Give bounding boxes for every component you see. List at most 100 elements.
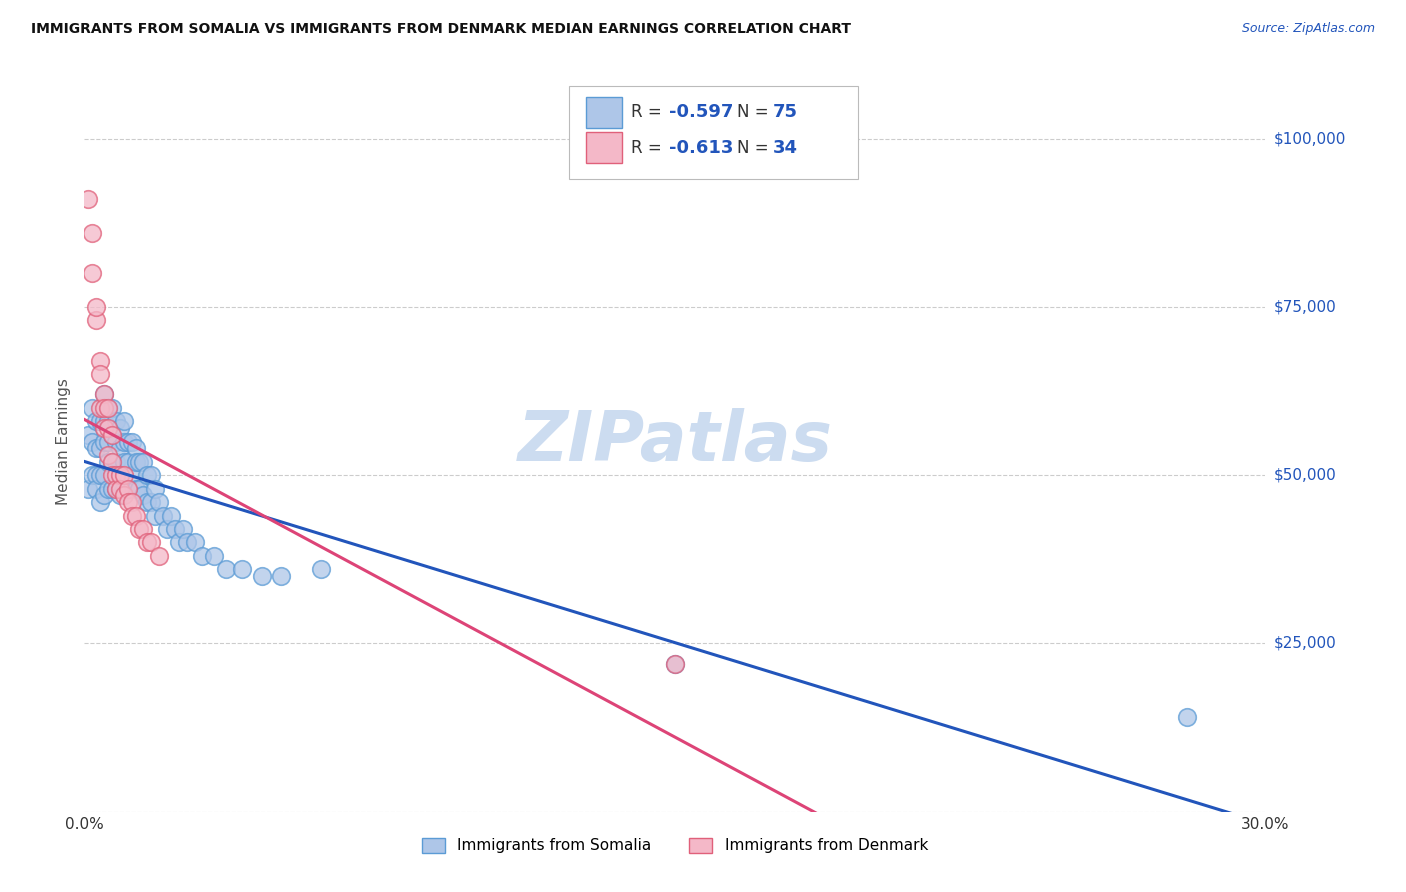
Point — [89, 353, 111, 368]
Point — [215, 562, 238, 576]
Point — [664, 657, 686, 671]
Point — [97, 448, 120, 462]
Point — [108, 442, 131, 456]
FancyBboxPatch shape — [568, 87, 858, 178]
Point — [82, 468, 104, 483]
Point — [124, 482, 146, 496]
Text: R =: R = — [631, 138, 668, 157]
Point — [112, 414, 135, 428]
Text: R =: R = — [631, 103, 668, 121]
Point — [117, 482, 139, 496]
Point — [121, 434, 143, 449]
Point — [167, 535, 190, 549]
Point — [191, 549, 214, 563]
Point — [89, 414, 111, 428]
Point — [112, 482, 135, 496]
Point — [152, 508, 174, 523]
FancyBboxPatch shape — [586, 96, 621, 128]
Point — [84, 300, 107, 314]
Point — [124, 442, 146, 456]
Text: N =: N = — [738, 103, 775, 121]
Point — [143, 482, 166, 496]
Point — [93, 488, 115, 502]
Point — [104, 434, 127, 449]
Point — [148, 495, 170, 509]
Point — [104, 455, 127, 469]
Point — [93, 414, 115, 428]
Point — [104, 482, 127, 496]
Text: N =: N = — [738, 138, 775, 157]
Point — [163, 522, 186, 536]
Point — [270, 569, 292, 583]
Point — [148, 549, 170, 563]
Point — [97, 455, 120, 469]
Point — [82, 226, 104, 240]
Point — [97, 421, 120, 435]
Point — [93, 401, 115, 415]
Point — [82, 434, 104, 449]
Point — [89, 495, 111, 509]
Point — [97, 401, 120, 415]
Point — [108, 468, 131, 483]
Point — [664, 657, 686, 671]
Y-axis label: Median Earnings: Median Earnings — [56, 378, 72, 505]
Point — [176, 535, 198, 549]
Point — [112, 455, 135, 469]
Point — [136, 535, 159, 549]
Text: 34: 34 — [773, 138, 799, 157]
Point — [104, 468, 127, 483]
Point — [108, 421, 131, 435]
Point — [117, 434, 139, 449]
Point — [93, 421, 115, 435]
Text: Source: ZipAtlas.com: Source: ZipAtlas.com — [1241, 22, 1375, 36]
Text: -0.613: -0.613 — [669, 138, 734, 157]
Point — [156, 522, 179, 536]
Point — [97, 434, 120, 449]
Point — [160, 508, 183, 523]
Point — [97, 401, 120, 415]
FancyBboxPatch shape — [586, 132, 621, 163]
Point — [77, 192, 100, 206]
Point — [128, 522, 150, 536]
Point — [250, 569, 273, 583]
Point — [104, 482, 127, 496]
Point — [89, 368, 111, 382]
Text: 75: 75 — [773, 103, 799, 121]
Point — [108, 482, 131, 496]
Point — [101, 455, 124, 469]
Point — [112, 434, 135, 449]
Point — [121, 508, 143, 523]
Point — [141, 535, 163, 549]
Point — [84, 313, 107, 327]
Text: $50,000: $50,000 — [1274, 467, 1337, 483]
Point — [93, 434, 115, 449]
Point — [93, 468, 115, 483]
Point — [93, 387, 115, 401]
Text: ZIPatlas: ZIPatlas — [517, 408, 832, 475]
Point — [108, 488, 131, 502]
Point — [128, 482, 150, 496]
Text: IMMIGRANTS FROM SOMALIA VS IMMIGRANTS FROM DENMARK MEDIAN EARNINGS CORRELATION C: IMMIGRANTS FROM SOMALIA VS IMMIGRANTS FR… — [31, 22, 851, 37]
Point — [84, 442, 107, 456]
Point — [141, 495, 163, 509]
Point — [132, 522, 155, 536]
Point — [121, 468, 143, 483]
Point — [101, 427, 124, 442]
Point — [117, 455, 139, 469]
Point — [172, 522, 194, 536]
Point — [183, 535, 205, 549]
Point — [104, 414, 127, 428]
Point — [84, 482, 107, 496]
Point — [124, 508, 146, 523]
Point — [1175, 710, 1198, 724]
Point — [89, 468, 111, 483]
Point — [101, 455, 124, 469]
Text: $100,000: $100,000 — [1274, 131, 1346, 146]
Point — [112, 468, 135, 483]
Point — [132, 455, 155, 469]
Point — [82, 401, 104, 415]
Point — [132, 488, 155, 502]
Point — [101, 401, 124, 415]
Point — [93, 387, 115, 401]
Point — [82, 266, 104, 280]
